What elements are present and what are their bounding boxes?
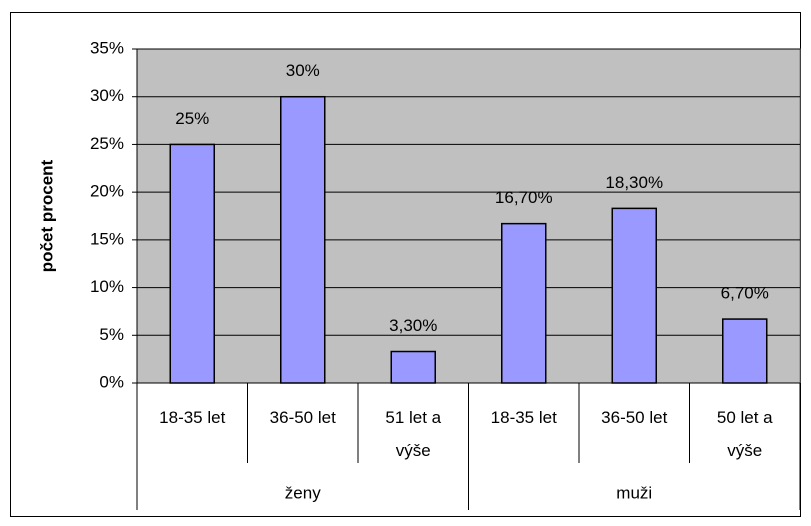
value-label: 3,30% — [389, 316, 437, 335]
x-tick-label: 51 let a výše — [385, 408, 442, 460]
bar — [390, 350, 436, 384]
group-label: ženy — [285, 483, 321, 502]
x-tick-label: 18-35 let — [490, 408, 557, 427]
y-tick-label: 20% — [90, 182, 124, 201]
y-tick-label: 25% — [90, 134, 124, 153]
y-tick-label: 30% — [90, 86, 124, 105]
y-tick-label: 35% — [90, 38, 124, 57]
plot-area — [136, 48, 801, 384]
x-tick-label: 50 let a výše — [716, 408, 773, 460]
group-label: muži — [616, 483, 652, 502]
bar — [611, 207, 657, 384]
bar — [280, 95, 326, 384]
value-label: 16,70% — [495, 188, 553, 207]
category-text: 50 let a výše — [716, 408, 773, 460]
value-label: 25% — [175, 109, 209, 128]
x-tick-label: 18-35 let — [159, 408, 226, 427]
x-tick-label: 36-50 let — [269, 408, 336, 427]
category-text: 18-35 let — [159, 408, 226, 427]
y-tick-label: 0% — [99, 372, 124, 391]
bar — [722, 318, 768, 384]
x-tick-label: 36-50 let — [601, 408, 668, 427]
category-text: 51 let a výše — [385, 408, 442, 460]
bar — [501, 222, 547, 384]
category-text: 18-35 let — [490, 408, 557, 427]
category-text: 36-50 let — [601, 408, 668, 427]
y-tick-label: 15% — [90, 229, 124, 248]
category-text: 36-50 let — [269, 408, 336, 427]
y-tick-label: 5% — [99, 325, 124, 344]
y-axis-label: počet procent — [37, 159, 56, 272]
value-label: 30% — [286, 61, 320, 80]
value-label: 18,30% — [605, 173, 663, 192]
value-label: 6,70% — [721, 284, 769, 303]
y-tick-label: 10% — [90, 277, 124, 296]
bar — [169, 143, 215, 384]
